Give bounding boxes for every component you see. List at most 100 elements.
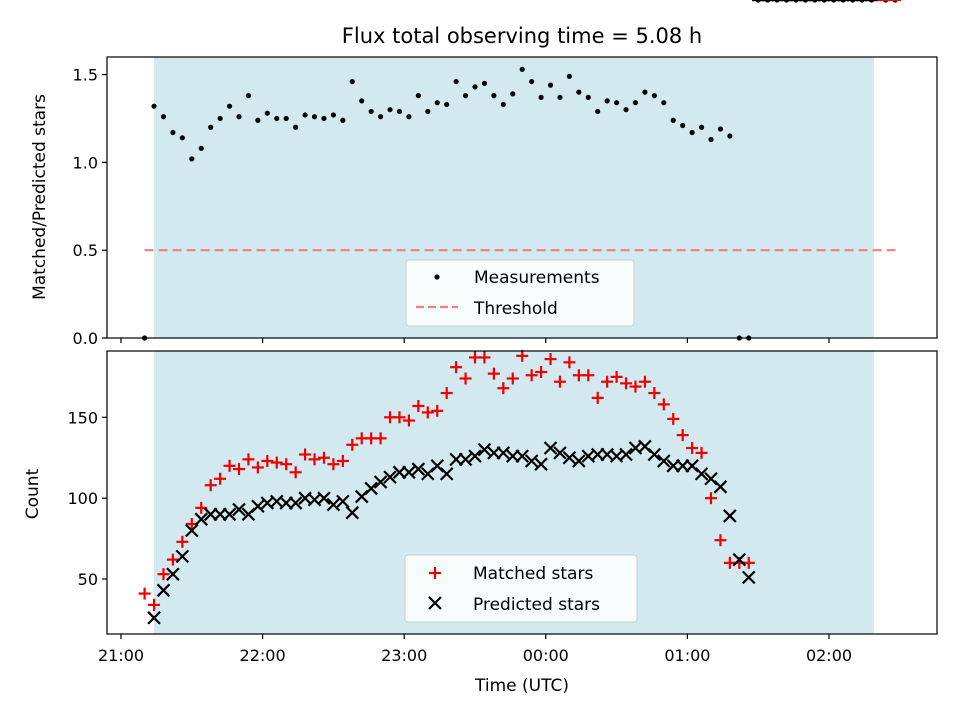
matched-star-point [233,463,245,476]
chart-title: Flux total observing time = 5.08 h [342,24,702,48]
matched-star-point [563,356,576,369]
measurement-point [689,129,695,136]
measurement-point [623,107,629,113]
matched-star-point [440,387,453,400]
matched-star-point [421,406,434,419]
measurement-point [585,94,591,100]
measurement-point [378,114,384,120]
matched-star-point [582,369,595,382]
measurement-point [340,117,346,123]
measurement-point [604,98,610,104]
predicted-star-point [657,454,671,468]
predicted-star-point [288,496,303,510]
legend-matched-label: Matched stars [473,564,593,584]
y-tick-label: 50 [78,570,98,589]
measurement-point [208,124,214,130]
bottom-y-ticks: 50 100 150 [67,408,107,589]
measurement-point [217,115,223,122]
matched-star-point [289,466,302,479]
predicted-star-point [364,481,378,496]
measurement-point [500,101,506,108]
predicted-star-point [647,447,662,462]
measurement-point [387,107,393,113]
matched-star-point [676,429,689,442]
predicted-star-point [524,454,539,468]
measurement-point [642,89,648,95]
matched-star-point [251,461,264,474]
measurement-point [415,93,421,99]
x-tick-label: 01:00 [664,646,710,665]
x-tick-label: 21:00 [98,646,144,665]
measurement-point [368,108,374,115]
predicted-star-point [383,470,397,484]
matched-star-point [393,411,406,424]
y-tick-label: 0.5 [73,241,98,260]
matched-star-point [591,391,604,404]
measurement-point [236,114,242,120]
measurement-point [472,84,478,90]
predicted-star-point [232,502,246,517]
legend-threshold-label: Threshold [473,299,558,319]
matched-star-point [327,458,340,471]
matched-star-point [214,472,227,485]
measurement-point [255,117,261,123]
measurement-point [529,78,535,85]
matched-star-point [686,442,699,455]
measurement-point [274,115,280,122]
predicted-star-point [496,446,511,460]
top-y-ticks: 0.0 0.5 1.0 1.5 [73,66,107,348]
bottom-plot-frame [106,350,938,635]
measurement-point [651,93,657,99]
predicted-star-point [543,441,558,455]
matched-star-point [506,372,519,385]
matched-star-point [638,375,651,388]
matched-star-point [657,398,670,411]
measurement-point [170,129,176,136]
measurement-point [359,98,365,104]
predicted-star-point [468,449,482,463]
matched-star-point [714,534,727,547]
bottom-legend: Matched stars Predicted stars [404,554,638,623]
predicted-stars-points [147,0,878,625]
matched-star-point [223,459,236,472]
predicted-star-point [345,505,360,520]
measurement-point [708,136,714,143]
x-tick-label: 02:00 [806,646,852,665]
matched-star-point [402,414,415,427]
measurement-point [189,156,195,162]
predicted-star-point [723,509,737,523]
matched-star-point [497,382,510,395]
matched-stars-points [138,0,902,611]
predicted-star-point [251,499,265,514]
matched-star-point [667,412,680,425]
measurement-point [462,93,469,99]
bottom-x-ticks: 21:00 22:00 23:00 00:00 01:00 02:00 [98,634,852,665]
predicted-star-point [166,567,180,581]
predicted-star-point [156,583,171,598]
measurement-point [481,80,488,86]
top-plot-frame [106,56,938,339]
matched-star-point [346,438,359,451]
legend-measurements-label: Measurements [474,268,600,288]
predicted-star-point [694,467,709,481]
measurement-point [632,100,639,106]
predicted-star-point [185,523,199,538]
x-tick-label: 00:00 [523,646,569,665]
predicted-star-point [411,462,426,476]
measurement-point [595,108,601,115]
matched-star-point [270,456,283,469]
matched-star-point [412,399,425,412]
matched-star-point [148,598,161,611]
legend-matched-marker [429,567,441,579]
matched-star-point [280,458,293,471]
y-tick-label: 1.0 [73,153,98,172]
matched-star-point [450,361,463,374]
matched-star-point [516,349,529,362]
predicted-star-point [317,491,331,505]
matched-star-point [695,446,708,459]
measurement-point [179,135,185,141]
bottom-y-axis-label: Count [23,468,43,519]
matched-star-point [544,353,557,366]
